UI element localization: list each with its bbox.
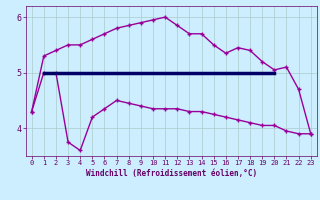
X-axis label: Windchill (Refroidissement éolien,°C): Windchill (Refroidissement éolien,°C) (86, 169, 257, 178)
